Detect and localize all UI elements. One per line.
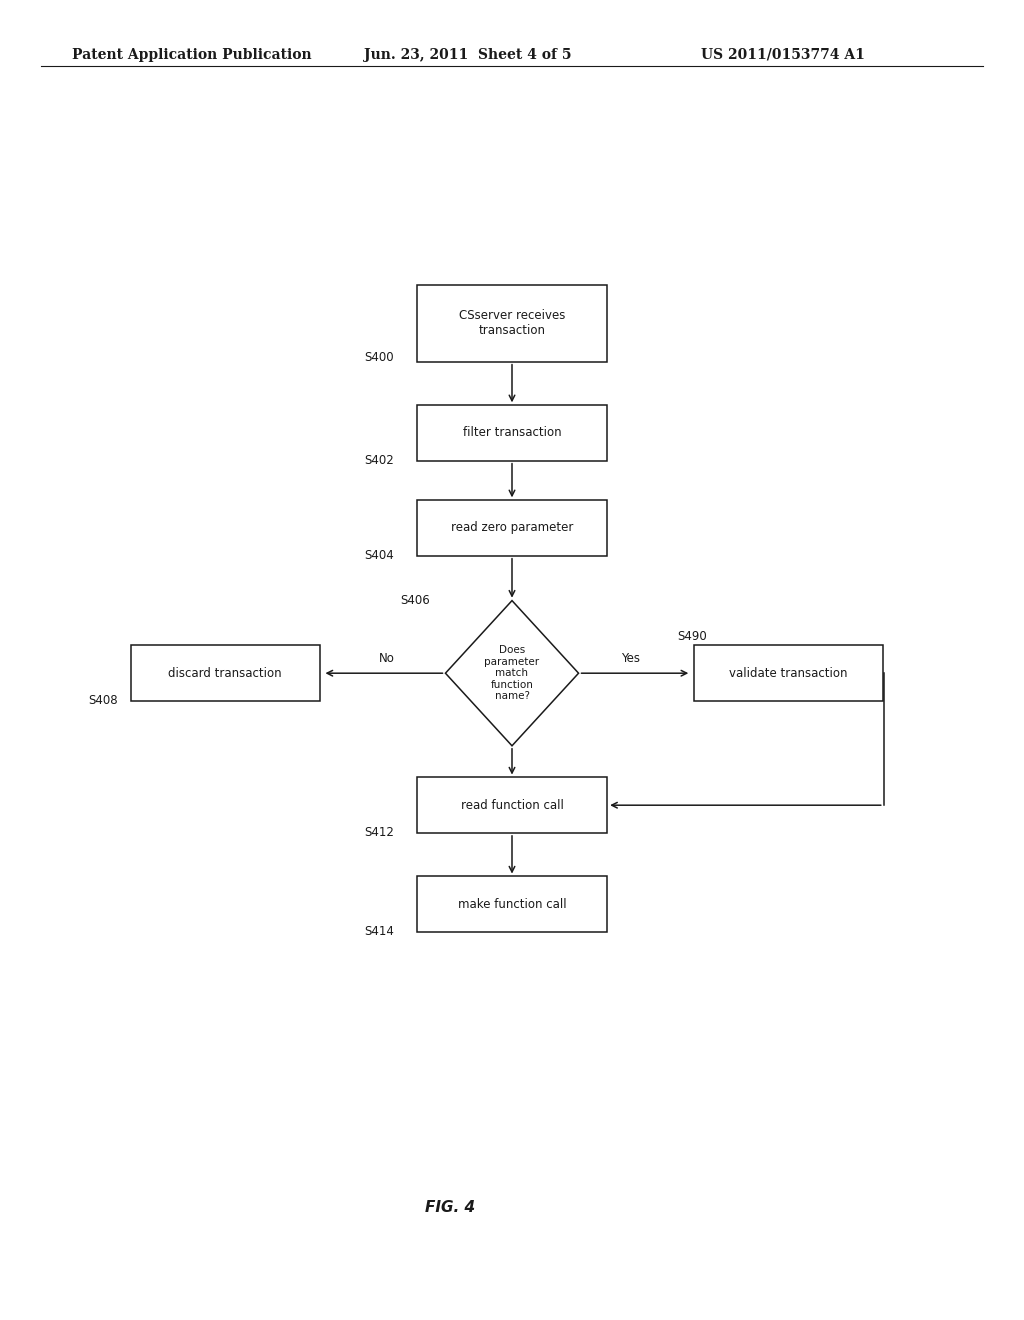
Text: S412: S412 <box>365 826 394 840</box>
FancyBboxPatch shape <box>418 777 606 833</box>
Polygon shape <box>445 601 579 746</box>
FancyBboxPatch shape <box>694 645 883 701</box>
FancyBboxPatch shape <box>418 876 606 932</box>
FancyBboxPatch shape <box>418 285 606 362</box>
Text: FIG. 4: FIG. 4 <box>426 1200 475 1216</box>
Text: Yes: Yes <box>622 652 640 665</box>
Text: CSserver receives
transaction: CSserver receives transaction <box>459 309 565 338</box>
Text: Does
parameter
match
function
name?: Does parameter match function name? <box>484 645 540 701</box>
Text: S402: S402 <box>365 454 394 467</box>
Text: read zero parameter: read zero parameter <box>451 521 573 535</box>
Text: S408: S408 <box>88 694 118 708</box>
Text: filter transaction: filter transaction <box>463 426 561 440</box>
Text: US 2011/0153774 A1: US 2011/0153774 A1 <box>701 48 865 62</box>
FancyBboxPatch shape <box>131 645 319 701</box>
Text: Patent Application Publication: Patent Application Publication <box>72 48 311 62</box>
Text: S414: S414 <box>365 925 394 939</box>
Text: make function call: make function call <box>458 898 566 911</box>
Text: read function call: read function call <box>461 799 563 812</box>
Text: S406: S406 <box>400 594 430 607</box>
Text: discard transaction: discard transaction <box>169 667 282 680</box>
Text: S490: S490 <box>677 630 707 643</box>
Text: Jun. 23, 2011  Sheet 4 of 5: Jun. 23, 2011 Sheet 4 of 5 <box>364 48 571 62</box>
FancyBboxPatch shape <box>418 500 606 556</box>
Text: S404: S404 <box>365 549 394 562</box>
FancyBboxPatch shape <box>418 405 606 461</box>
Text: validate transaction: validate transaction <box>729 667 848 680</box>
Text: S400: S400 <box>365 351 394 364</box>
Text: No: No <box>379 652 395 665</box>
